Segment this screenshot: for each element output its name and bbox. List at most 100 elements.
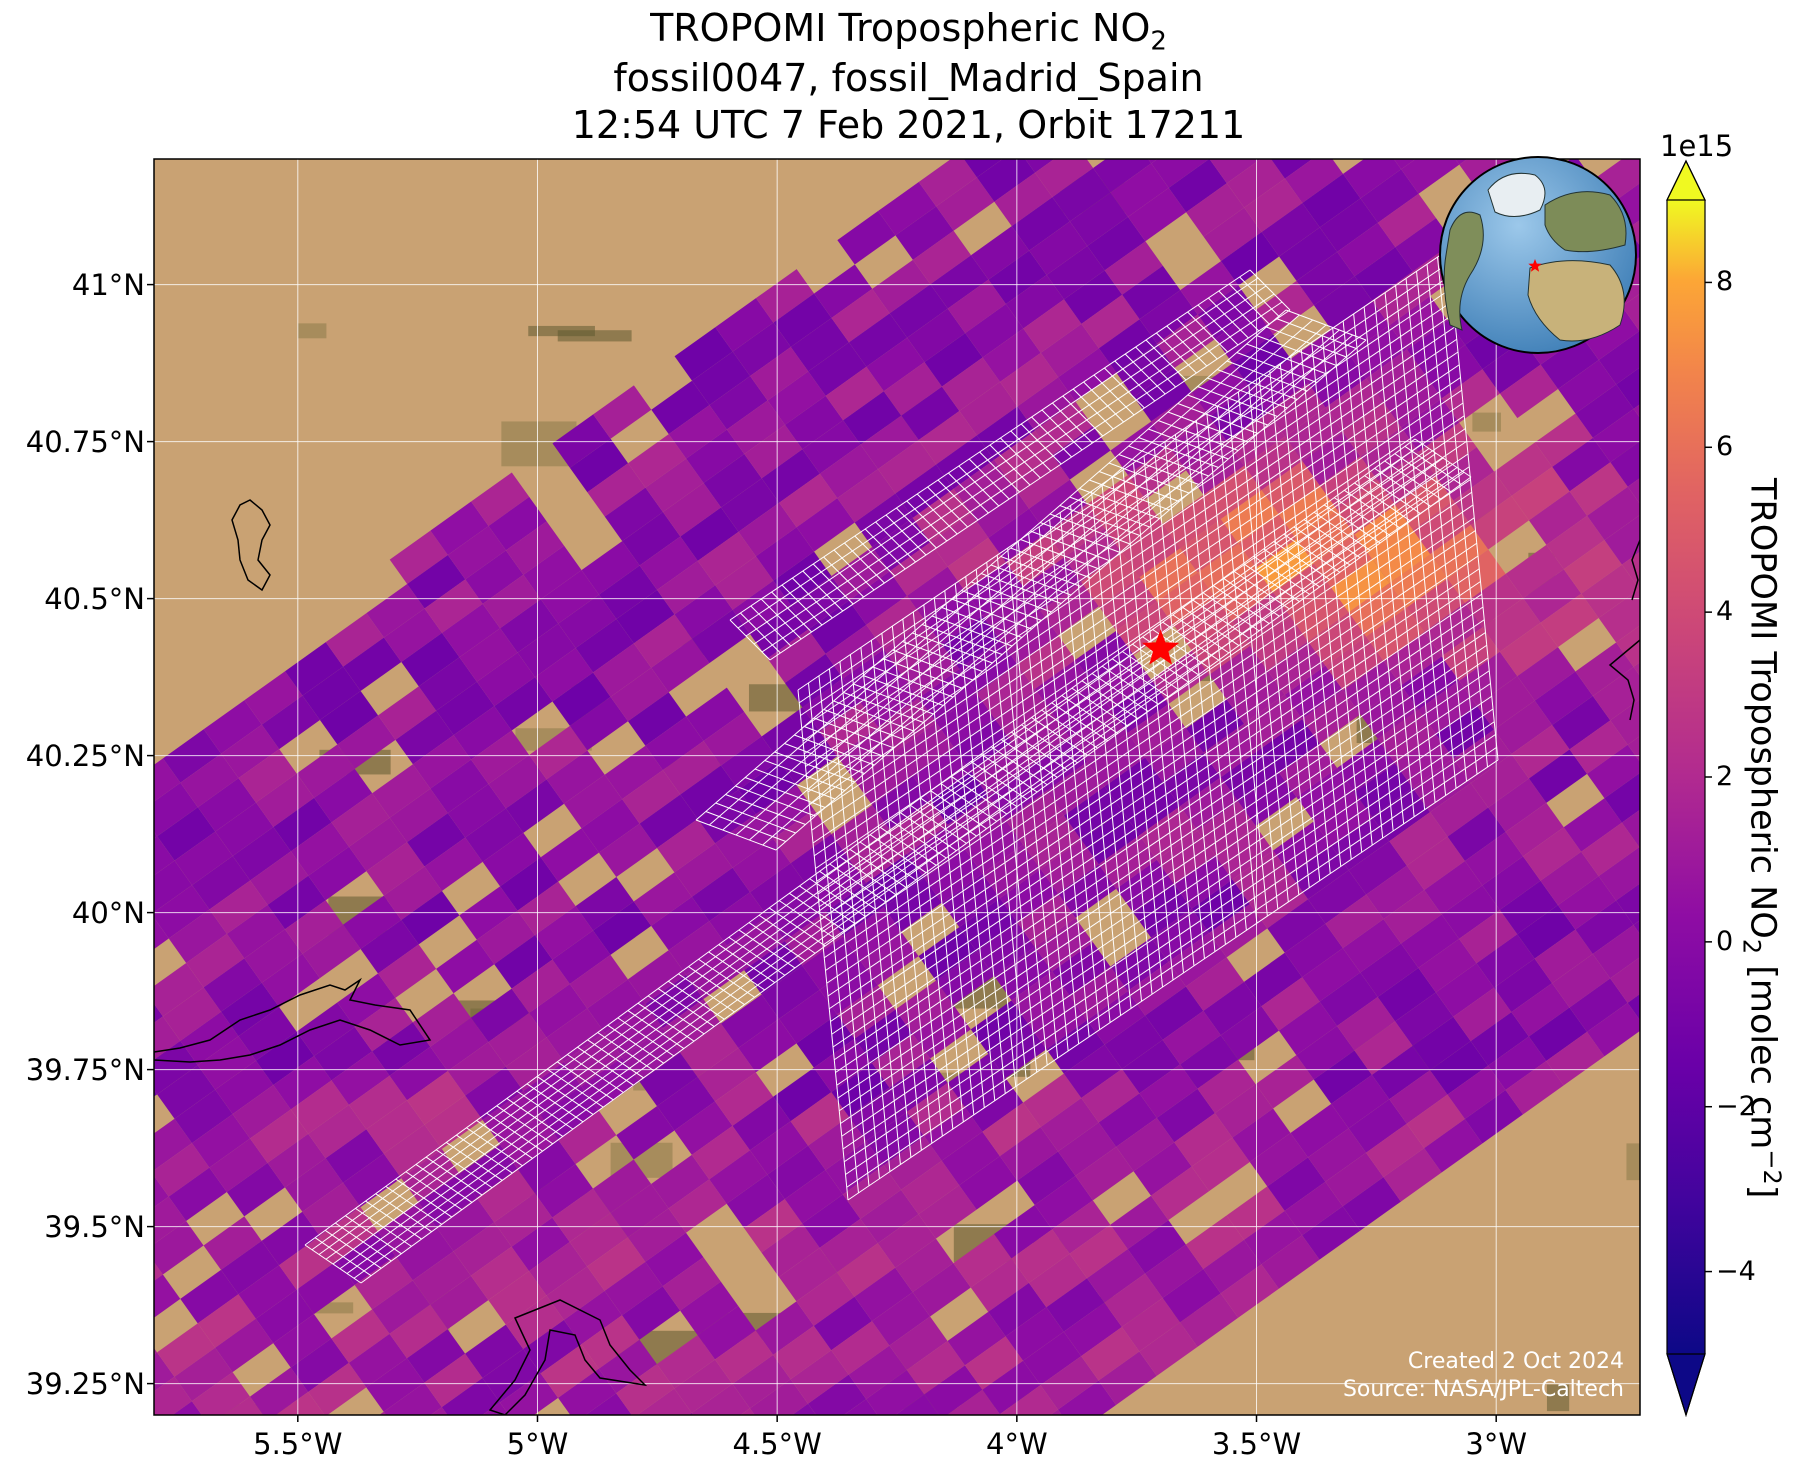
no2-pixel bbox=[1050, 1409, 1062, 1415]
no2-pixel bbox=[639, 536, 698, 590]
no2-pixel bbox=[482, 1402, 509, 1415]
no2-pixel bbox=[854, 1267, 913, 1322]
no2-pixel bbox=[314, 768, 373, 823]
no2-pixel bbox=[558, 1110, 617, 1165]
no2-pixel bbox=[558, 594, 617, 649]
no2-pixel bbox=[593, 385, 652, 439]
no2-pixel bbox=[959, 381, 1018, 436]
no2-pixel bbox=[389, 788, 448, 843]
no2-pixel bbox=[1604, 772, 1640, 823]
no2-pixel bbox=[154, 1352, 175, 1392]
no2-pixel bbox=[1424, 860, 1483, 915]
no2-pixel bbox=[1400, 914, 1460, 968]
no2-pixel bbox=[1366, 607, 1425, 662]
no2-pixel bbox=[1598, 589, 1640, 643]
no2-pixel bbox=[627, 692, 687, 746]
no2-pixel bbox=[1424, 87, 1482, 140]
no2-pixel bbox=[1000, 352, 1059, 407]
no2-pixel bbox=[1499, 622, 1558, 677]
no2-pixel bbox=[154, 917, 169, 950]
no2-pixel bbox=[154, 1196, 187, 1244]
no2-pixel bbox=[255, 1031, 315, 1086]
no2-pixel bbox=[808, 1374, 867, 1415]
no2-pixel bbox=[860, 1189, 919, 1244]
inset-globe bbox=[1439, 156, 1637, 354]
no2-pixel bbox=[1540, 335, 1599, 390]
no2-pixel bbox=[674, 327, 733, 381]
no2-pixel bbox=[279, 1236, 338, 1290]
no2-pixel bbox=[261, 695, 320, 750]
no2-pixel bbox=[1046, 1020, 1105, 1074]
no2-pixel bbox=[814, 264, 873, 318]
no2-pixel bbox=[843, 649, 902, 703]
no2-pixel bbox=[982, 1360, 1041, 1415]
no2-pixel bbox=[1104, 757, 1163, 811]
no2-pixel bbox=[1011, 197, 1070, 251]
no2-pixel bbox=[1000, 95, 1058, 148]
no2-pixel bbox=[1622, 293, 1640, 331]
no2-pixel bbox=[575, 877, 634, 931]
no2-pixel bbox=[1087, 216, 1146, 271]
no2-pixel bbox=[1127, 703, 1186, 758]
no2-pixel bbox=[965, 304, 1024, 358]
no2-pixel bbox=[564, 774, 623, 829]
no2-pixel bbox=[430, 759, 489, 814]
no2-pixel bbox=[465, 1066, 524, 1120]
target-grid-line bbox=[828, 568, 1480, 1010]
target-grid-line bbox=[1218, 290, 1260, 332]
no2-pixel bbox=[761, 707, 820, 761]
no2-pixel bbox=[1215, 567, 1274, 622]
no2-pixel bbox=[343, 895, 402, 950]
no2-pixel bbox=[740, 1408, 755, 1415]
no2-pixel bbox=[1156, 572, 1216, 627]
no2-pixel bbox=[779, 989, 838, 1044]
no2-pixel bbox=[1122, 265, 1181, 320]
no2-pixel bbox=[738, 760, 797, 815]
no2-pixel bbox=[999, 1385, 1058, 1415]
no2-pixel bbox=[575, 618, 634, 673]
no2-pixel bbox=[1023, 1331, 1082, 1386]
no2-pixel bbox=[529, 1242, 588, 1296]
no2-pixel bbox=[1284, 923, 1343, 978]
no2-pixel bbox=[1342, 402, 1402, 457]
no2-pixel bbox=[1052, 168, 1111, 222]
no2-pixel bbox=[308, 1104, 367, 1159]
no2-pixel bbox=[1064, 270, 1123, 324]
no2-pixel bbox=[637, 1388, 692, 1415]
lon-tick-label: 5.5°W bbox=[253, 1427, 343, 1461]
no2-pixel bbox=[924, 849, 983, 903]
no2-pixel bbox=[749, 1121, 809, 1175]
no2-pixel bbox=[1156, 830, 1216, 885]
no2-pixel bbox=[1360, 685, 1419, 739]
no2-pixel bbox=[383, 866, 442, 921]
no2-pixel bbox=[563, 1032, 623, 1087]
target-grid-line bbox=[805, 326, 1456, 767]
no2-pixel bbox=[447, 784, 506, 838]
no2-pixel bbox=[918, 1185, 977, 1239]
no2-pixel bbox=[1348, 841, 1407, 895]
no2-pixel bbox=[348, 1333, 407, 1388]
target-grid-line bbox=[847, 759, 1499, 1201]
no2-pixel bbox=[1226, 159, 1285, 208]
no2-pixel bbox=[331, 793, 390, 847]
lat-tick-label: 40°N bbox=[71, 895, 145, 930]
no2-pixel bbox=[389, 1046, 448, 1101]
no2-pixel bbox=[1424, 1119, 1483, 1173]
no2-pixel bbox=[924, 333, 983, 387]
no2-pixel bbox=[383, 1382, 442, 1415]
no2-pixel bbox=[982, 328, 1041, 382]
no2-pixel bbox=[1505, 1060, 1564, 1115]
no2-pixel bbox=[697, 531, 756, 586]
no2-pixel bbox=[994, 946, 1053, 1001]
no2-pixel bbox=[1470, 754, 1529, 808]
no2-pixel bbox=[267, 1133, 326, 1188]
no2-pixel bbox=[505, 1295, 564, 1349]
no2-pixel bbox=[662, 741, 721, 795]
no2-pixel bbox=[203, 958, 262, 1012]
colorbar-tick-label: 6 bbox=[1716, 431, 1734, 463]
no2-pixel bbox=[296, 744, 355, 798]
no2-pixel bbox=[1424, 602, 1483, 657]
no2-pixel bbox=[348, 817, 408, 872]
no2-pixel bbox=[482, 1348, 541, 1403]
target-grid-line bbox=[1072, 388, 1114, 430]
